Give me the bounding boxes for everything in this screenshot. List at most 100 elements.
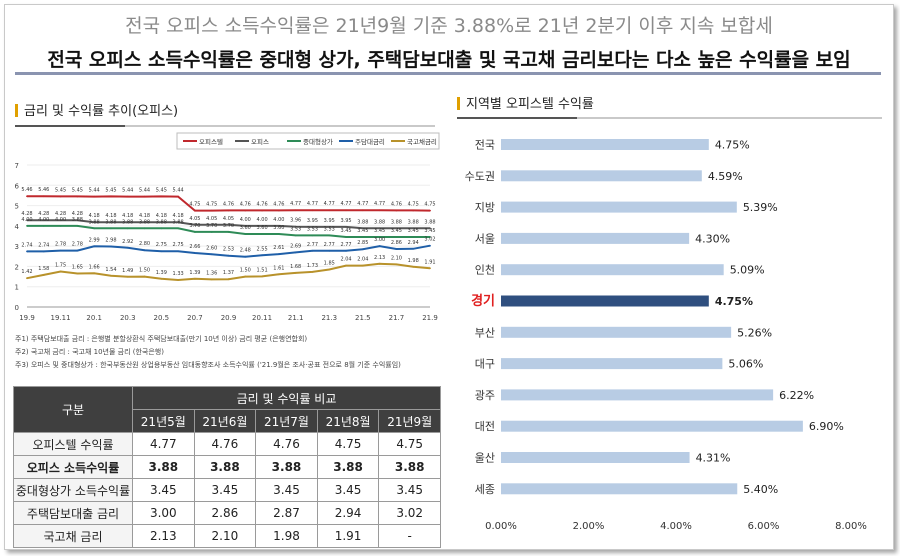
data-point — [143, 275, 146, 278]
data-point — [76, 219, 79, 222]
data-label: 1.51 — [257, 267, 268, 273]
data-point — [328, 209, 331, 212]
data-point — [59, 270, 62, 273]
data-point — [261, 224, 263, 227]
data-label: 5.44 — [173, 188, 184, 194]
x-tick-label: 20.11 — [252, 314, 272, 322]
chart-legend — [176, 132, 440, 150]
table-header-month: 21년8월 — [316, 409, 380, 433]
data-label: 1.42 — [21, 269, 32, 275]
data-label: 1.98 — [408, 258, 419, 264]
data-point — [294, 272, 297, 274]
note-3: 주3) 오피스 및 중대형상가 : 한국부동산원 상업용부동산 임대동향조사 소… — [15, 361, 401, 369]
data-point — [177, 221, 180, 224]
data-point — [93, 245, 96, 248]
bar — [501, 326, 732, 338]
data-point — [277, 253, 280, 255]
data-label: 2.77 — [307, 242, 318, 248]
data-point — [261, 275, 263, 278]
data-label: 1.65 — [72, 265, 83, 271]
table-cell: 3.88 — [132, 455, 195, 479]
data-label: 4.75 — [408, 201, 419, 207]
data-point — [328, 268, 331, 271]
data-label: 2.04 — [357, 257, 368, 263]
bar — [501, 420, 803, 432]
section-marker-icon — [457, 97, 460, 110]
data-label: 4.18 — [89, 213, 100, 219]
table-cell: 4.77 — [132, 432, 195, 456]
data-label: 4.18 — [156, 213, 167, 219]
data-label: 1.37 — [223, 270, 234, 276]
data-point — [59, 195, 62, 198]
data-label: 4.28 — [21, 211, 32, 217]
data-label: 4.77 — [357, 201, 368, 207]
value-label: 5.40% — [743, 483, 778, 496]
data-point — [429, 236, 431, 238]
data-label: 4.75 — [189, 202, 200, 208]
table-cell: 3.45 — [255, 478, 318, 502]
y-tick-label: 2 — [15, 263, 19, 271]
bar — [501, 483, 738, 495]
data-point — [160, 250, 163, 253]
value-label: 5.26% — [737, 326, 772, 339]
data-label: 4.00 — [21, 217, 32, 223]
table-cell: 2.10 — [193, 524, 257, 548]
data-point — [412, 247, 415, 250]
data-label: 4.00 — [55, 217, 66, 223]
data-point — [227, 223, 230, 226]
data-point — [26, 250, 28, 253]
data-label: 3.96 — [290, 218, 301, 224]
legend-label: 오피스 — [251, 137, 269, 146]
data-label: 2.61 — [273, 245, 284, 251]
data-point — [429, 227, 431, 230]
table-cell: - — [378, 524, 441, 548]
data-label: 1.33 — [173, 271, 184, 277]
table-row: 오피스 소득수익률 3.88 3.88 3.88 3.88 3.88 — [13, 455, 441, 479]
x-tick-label: 21.7 — [389, 314, 405, 322]
data-point — [261, 254, 263, 257]
data-point — [412, 227, 415, 230]
data-point — [76, 224, 79, 227]
data-point — [244, 275, 247, 278]
bar — [501, 139, 709, 150]
data-label: 3.88 — [391, 219, 402, 225]
data-point — [210, 209, 213, 212]
data-point — [143, 227, 146, 230]
data-label: 5.46 — [21, 187, 32, 193]
data-label: 5.46 — [38, 187, 49, 193]
data-label: 1.85 — [324, 260, 335, 266]
data-point — [210, 278, 213, 281]
table-cell: 2.87 — [255, 501, 318, 525]
data-point — [378, 245, 381, 248]
data-label: 3.88 — [374, 219, 385, 225]
data-point — [361, 248, 364, 251]
data-label: 2.98 — [105, 238, 116, 244]
data-point — [227, 278, 230, 281]
x-tick-label: 2.00% — [573, 521, 605, 532]
data-label: 4.05 — [189, 216, 200, 222]
data-label: 4.76 — [391, 201, 402, 207]
data-point — [110, 195, 112, 198]
table-cell: 4.76 — [193, 432, 257, 456]
table-header-month: 21년7월 — [255, 409, 318, 433]
data-label: 3.60 — [240, 225, 251, 231]
data-point — [277, 233, 280, 235]
category-label: 광주 — [475, 389, 495, 402]
regional-yield-bar-chart: 0.00% 2.00% 4.00% 6.00% 8.00% 전국 4.75% 수도권 4.59%… — [465, 139, 867, 533]
value-label: 6.90% — [809, 420, 844, 433]
left-section-title: 금리 및 수익률 추이(오피스) — [15, 100, 178, 119]
table-cell: 3.02 — [378, 501, 441, 525]
data-label: 2.74 — [21, 242, 32, 248]
bar — [501, 201, 737, 213]
data-label: 5.45 — [105, 187, 116, 193]
data-label: 2.77 — [324, 242, 335, 248]
data-label: 2.74 — [38, 242, 49, 248]
data-point — [429, 267, 431, 270]
data-label: 5.45 — [72, 187, 83, 193]
x-tick-label: 20.5 — [154, 314, 170, 322]
data-label: 2.77 — [340, 242, 351, 248]
value-label: 4.75% — [715, 139, 750, 152]
data-point — [311, 209, 314, 212]
x-tick-label: 21.3 — [321, 314, 337, 322]
data-point — [76, 249, 79, 252]
